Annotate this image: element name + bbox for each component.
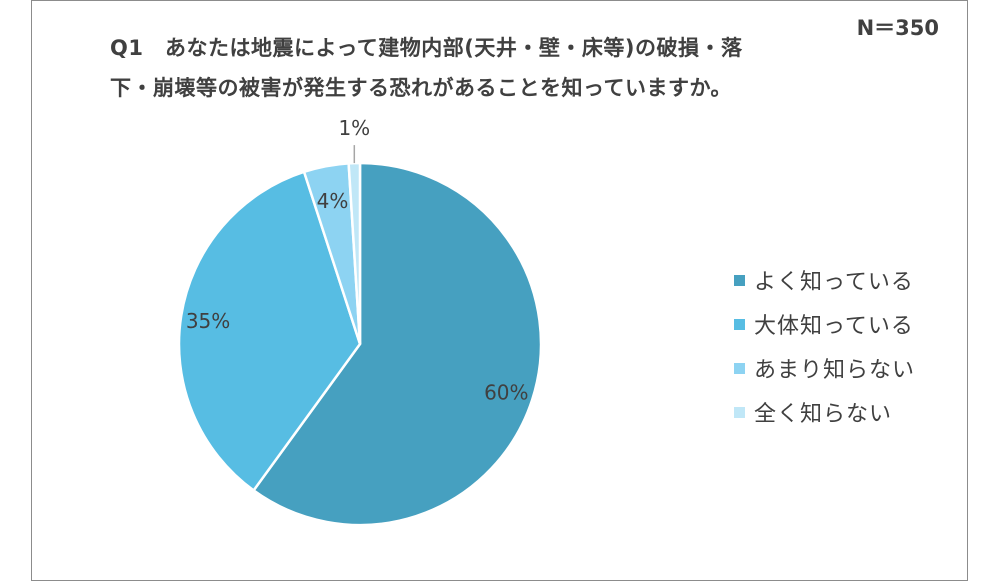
pie-slices [177, 161, 543, 527]
pie-data-label-0: 60% [484, 381, 528, 405]
chart-title: Q1 あなたは地震によって建物内部(天井・壁・床等)の破損・落 下・崩壊等の被害… [110, 28, 845, 108]
legend-item-2: あまり知らない [734, 346, 915, 390]
legend-label-1: 大体知っている [754, 314, 914, 339]
title-line-1: Q1 あなたは地震によって建物内部(天井・壁・床等)の破損・落 [110, 36, 743, 60]
legend-label-3: 全く知らない [754, 402, 893, 427]
pie-data-label-3: 1% [338, 116, 370, 140]
legend-label-2: あまり知らない [754, 358, 916, 383]
legend-label-0: よく知っている [754, 270, 914, 295]
title-line-2: 下・崩壊等の被害が発生する恐れがあることを知っていますか。 [110, 76, 733, 100]
legend-item-0: よく知っている [734, 258, 915, 302]
pie-labels: 60% 35% 4% 1% [186, 116, 529, 404]
legend-swatch-0 [734, 274, 745, 286]
pie-data-label-2: 4% [317, 189, 349, 213]
pie-slice-0 [251, 161, 543, 527]
legend-swatch-3 [734, 406, 745, 418]
legend-swatch-2 [734, 362, 745, 374]
pie-data-label-1: 35% [186, 309, 230, 333]
legend-item-1: 大体知っている [734, 302, 915, 346]
legend-swatch-1 [734, 318, 745, 330]
sample-size-label: N＝350 [856, 16, 939, 40]
legend-item-3: 全く知らない [734, 390, 915, 434]
legend: よく知っている 大体知っている あまり知らない 全く知らない [734, 258, 915, 434]
pie-slice-1 [177, 170, 362, 493]
